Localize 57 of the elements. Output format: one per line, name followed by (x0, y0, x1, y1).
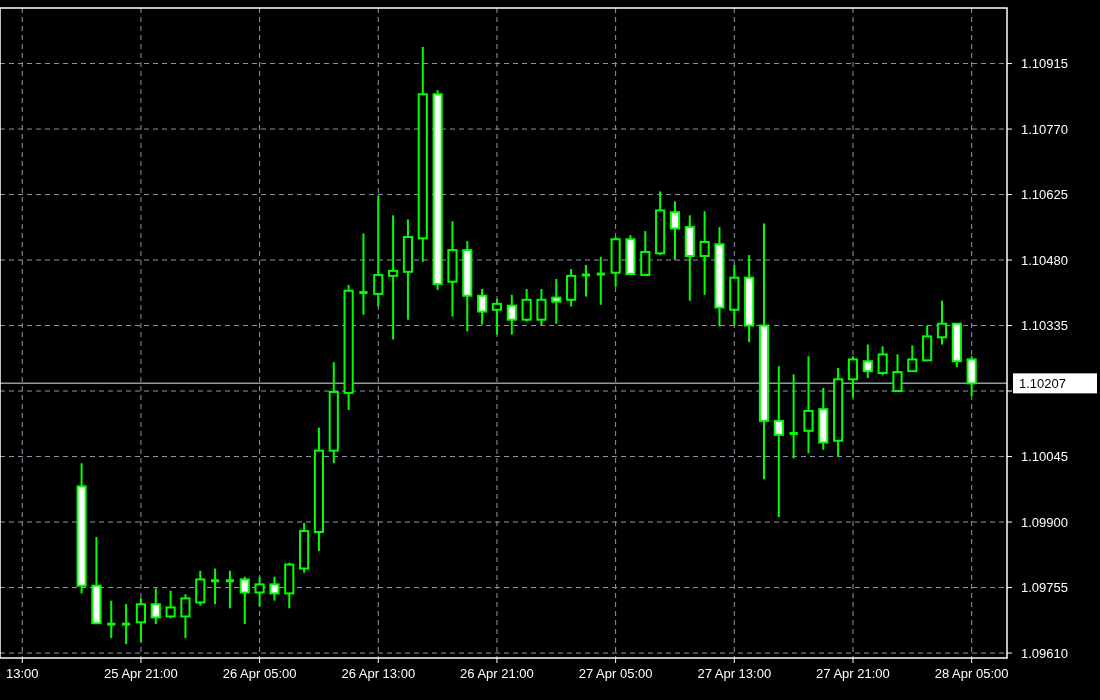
candlestick (491, 297, 503, 336)
candlestick (269, 575, 280, 602)
x-tick-label: 13:00 (5, 666, 39, 681)
y-tick-label: 1.09610 (1021, 645, 1068, 661)
candlestick (773, 365, 784, 519)
y-tick-label: 1.09900 (1021, 514, 1068, 530)
candlestick (536, 287, 547, 327)
candlestick (521, 287, 532, 323)
y-tick-label: 1.10625 (1021, 187, 1068, 203)
x-tick-label: 27 Apr 05:00 (578, 666, 653, 681)
ref-line-label: 1.10207 (1019, 375, 1066, 391)
y-tick-label: 1.09755 (1021, 580, 1068, 596)
candlestick (211, 567, 221, 606)
candlestick (359, 232, 368, 316)
x-tick-label: 26 Apr 13:00 (341, 666, 416, 681)
candlestick (566, 268, 577, 308)
candlestick (877, 345, 888, 377)
x-tick-label: 28 Apr 05:00 (934, 666, 1009, 681)
candlestick (803, 355, 814, 455)
x-tick-label: 26 Apr 05:00 (222, 666, 297, 681)
candlestick (150, 587, 161, 626)
y-tick-label: 1.10480 (1021, 252, 1068, 268)
candlestick (966, 355, 977, 398)
candlestick (388, 214, 399, 341)
candlestick (892, 353, 903, 393)
x-tick-label: 27 Apr 21:00 (816, 666, 890, 681)
candlestick (107, 599, 116, 640)
candlestick (907, 344, 918, 373)
candlestick (477, 287, 488, 326)
candlestick (640, 230, 651, 276)
candlestick (165, 589, 176, 620)
candlestick (180, 593, 191, 640)
y-tick-label: 1.10335 (1021, 318, 1068, 334)
candlestick (699, 210, 710, 296)
candlestick (596, 255, 605, 306)
candlestick (551, 278, 562, 325)
candlestick (669, 200, 681, 262)
candlestick (195, 569, 206, 607)
candlestick (373, 194, 384, 308)
candlestick (224, 569, 235, 610)
x-tick-label: 26 Apr 21:00 (460, 666, 534, 681)
x-tick-label: 25 Apr 21:00 (104, 666, 178, 681)
candlestick (254, 575, 265, 608)
y-tick-label: 1.10045 (1021, 449, 1068, 465)
candlestick (847, 355, 859, 399)
candlestick (922, 324, 933, 363)
y-tick-label: 1.10770 (1021, 121, 1068, 137)
candlestick (135, 597, 146, 644)
x-tick-label: 27 Apr 13:00 (697, 666, 772, 681)
candlestick (936, 299, 948, 346)
y-tick-label: 1.10915 (1021, 56, 1068, 72)
candlestick (789, 373, 798, 460)
candlestick (122, 603, 132, 645)
candlestick (862, 343, 873, 379)
candlestick (506, 293, 517, 336)
candlestick (239, 575, 250, 626)
candlestick (580, 264, 592, 298)
